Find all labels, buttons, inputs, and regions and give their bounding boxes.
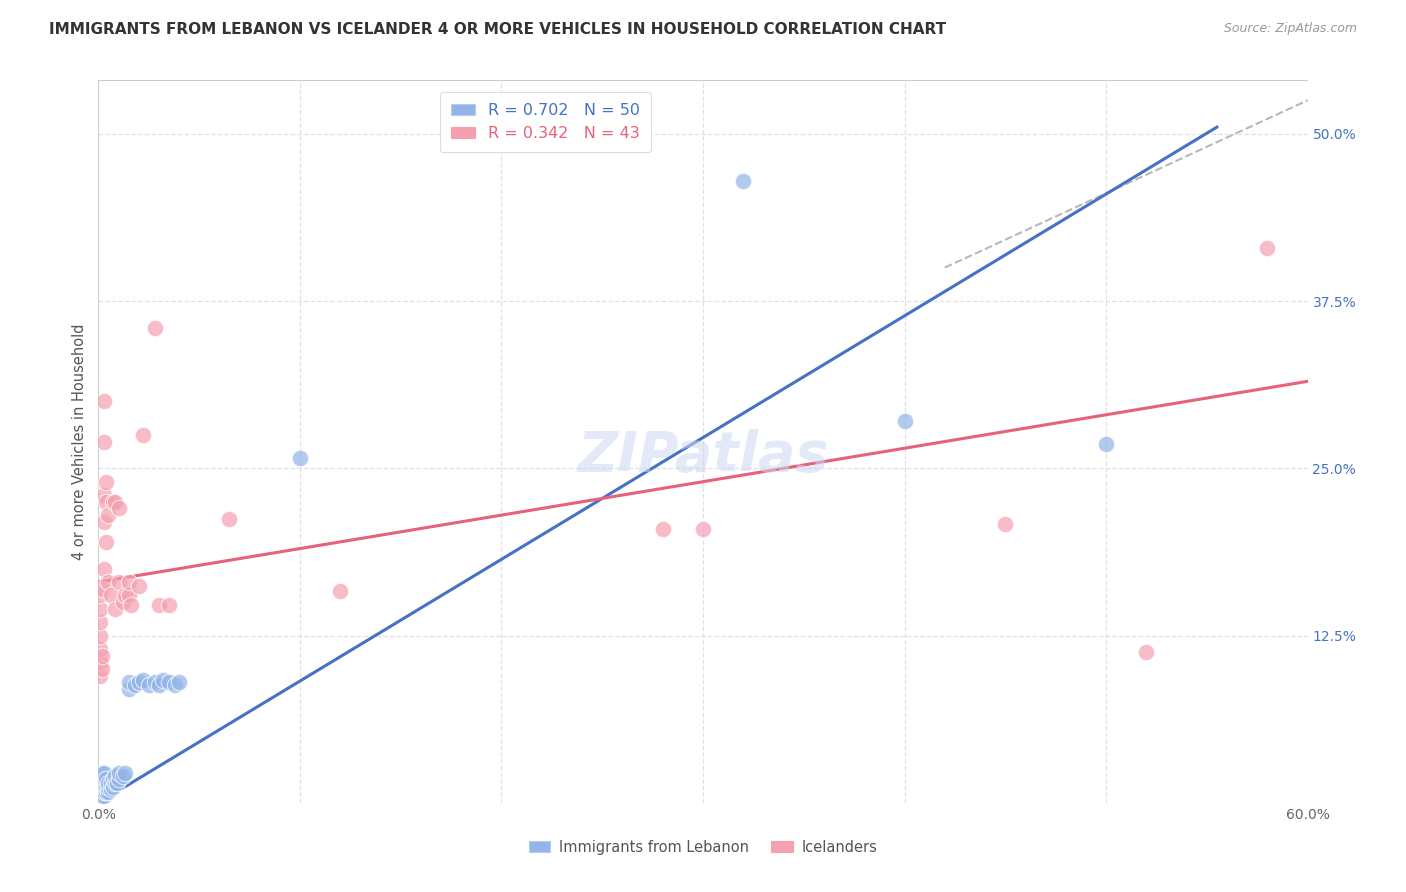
Point (107, 766, 129, 780)
Point (93, 789, 115, 804)
Point (118, 675, 141, 690)
Point (91, 780, 114, 794)
Point (100, 589, 122, 603)
Point (97, 780, 120, 794)
Point (91, 776, 114, 790)
Point (89, 776, 111, 790)
Point (89, 602, 111, 616)
Point (96, 772, 118, 786)
Point (93, 434, 115, 449)
Point (143, 321, 166, 335)
Point (163, 678, 186, 692)
Point (89, 642, 111, 657)
Point (288, 450, 311, 465)
Point (101, 772, 124, 786)
Point (111, 769, 134, 783)
Point (93, 488, 115, 502)
Point (93, 780, 115, 794)
Point (107, 772, 129, 786)
Point (101, 494, 124, 508)
Point (120, 598, 142, 612)
Point (143, 675, 166, 690)
Point (148, 598, 170, 612)
Point (893, 414, 915, 429)
Point (97, 776, 120, 790)
Text: ZIPatlas: ZIPatlas (578, 429, 828, 483)
Point (93, 562, 115, 576)
Point (132, 427, 155, 442)
Point (101, 780, 124, 794)
Point (114, 589, 136, 603)
Point (118, 589, 141, 603)
Point (128, 579, 150, 593)
Point (103, 769, 125, 783)
Point (167, 675, 190, 690)
Point (96, 475, 118, 489)
Point (111, 595, 134, 609)
Point (91, 766, 114, 780)
Point (93, 766, 115, 780)
Point (1135, 644, 1157, 658)
Point (93, 515, 115, 529)
Point (103, 494, 125, 508)
Point (89, 628, 111, 642)
Point (118, 681, 141, 696)
Point (692, 521, 714, 535)
Point (152, 673, 174, 687)
Point (105, 776, 128, 790)
Point (114, 766, 136, 780)
Point (118, 575, 141, 590)
Point (124, 678, 146, 692)
Point (100, 776, 122, 790)
Point (97, 508, 120, 523)
Point (107, 575, 129, 590)
Point (91, 785, 114, 799)
Point (1256, 241, 1278, 255)
Text: Source: ZipAtlas.com: Source: ZipAtlas.com (1223, 22, 1357, 36)
Point (96, 534, 118, 549)
Point (91, 789, 114, 804)
Point (138, 678, 160, 692)
Point (128, 675, 150, 690)
Point (93, 776, 115, 790)
Point (148, 678, 170, 692)
Point (103, 602, 125, 616)
Point (97, 575, 120, 590)
Legend: Immigrants from Lebanon, Icelanders: Immigrants from Lebanon, Icelanders (523, 834, 883, 861)
Point (89, 589, 111, 603)
Point (91, 582, 114, 596)
Point (329, 584, 352, 599)
Point (89, 780, 111, 794)
Y-axis label: 4 or more Vehicles in Household: 4 or more Vehicles in Household (72, 323, 87, 560)
Point (218, 512, 240, 526)
Point (651, 521, 673, 535)
Point (93, 785, 115, 799)
Point (91, 772, 114, 786)
Point (91, 662, 114, 676)
Point (157, 675, 180, 690)
Point (89, 669, 111, 683)
Point (100, 782, 122, 797)
Point (91, 648, 114, 663)
Point (157, 598, 180, 612)
Point (103, 776, 125, 790)
Text: IMMIGRANTS FROM LEBANON VS ICELANDER 4 OR MORE VEHICLES IN HOUSEHOLD CORRELATION: IMMIGRANTS FROM LEBANON VS ICELANDER 4 O… (49, 22, 946, 37)
Point (96, 780, 118, 794)
Point (89, 615, 111, 630)
Point (733, 173, 755, 188)
Point (107, 501, 129, 516)
Point (89, 772, 111, 786)
Point (89, 785, 111, 799)
Point (132, 673, 155, 687)
Point (96, 785, 118, 799)
Point (89, 655, 111, 669)
Point (994, 517, 1017, 532)
Point (93, 394, 115, 409)
Point (97, 785, 120, 799)
Point (96, 494, 118, 508)
Point (1095, 437, 1118, 451)
Point (93, 772, 115, 786)
Point (89, 789, 111, 804)
